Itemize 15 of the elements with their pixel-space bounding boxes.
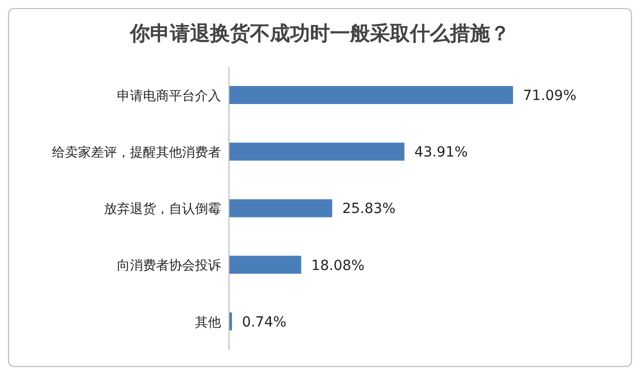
y-tick-label: 申请电商平台介入 — [117, 88, 221, 104]
y-tick-label: 向消费者协会投诉 — [117, 258, 221, 274]
y-tick-label: 给卖家差评，提醒其他消费者 — [52, 144, 221, 161]
y-tick-label: 放弃退货，自认倒霉 — [104, 201, 221, 218]
bar — [229, 256, 302, 274]
bar — [229, 86, 513, 104]
data-label: 71.09% — [523, 88, 576, 104]
chart-title: 你申请退换货不成功时一般采取什么措施？ — [128, 20, 511, 47]
data-label: 25.83% — [342, 201, 396, 218]
y-tick-label: 其他 — [195, 315, 221, 330]
data-label: 18.08% — [311, 258, 365, 274]
bar — [229, 199, 332, 218]
bar — [229, 142, 404, 161]
data-label: 0.74% — [242, 314, 286, 330]
data-label: 43.91% — [414, 144, 468, 161]
